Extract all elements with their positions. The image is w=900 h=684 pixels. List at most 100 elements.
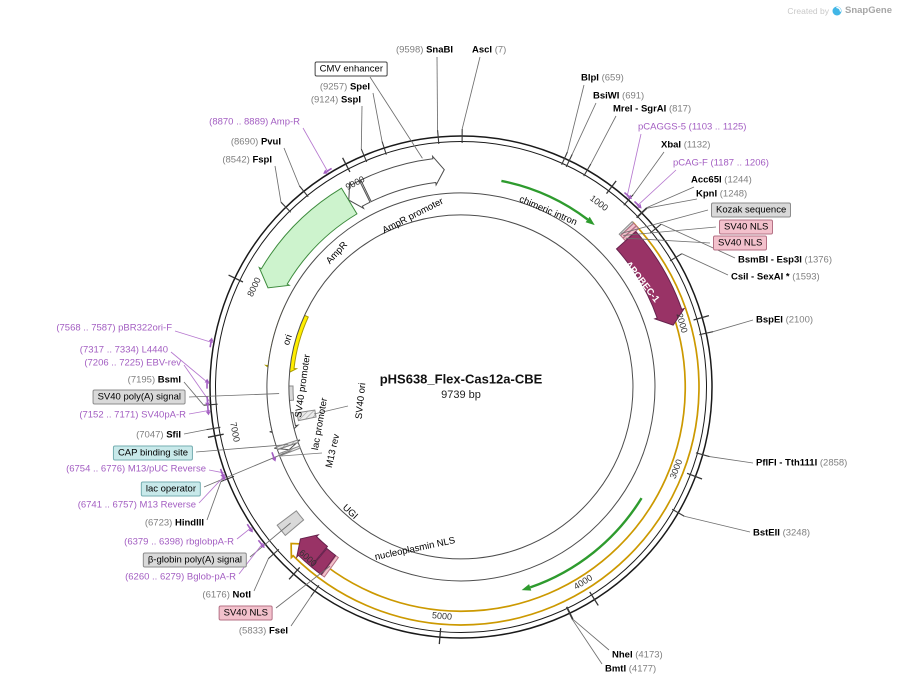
site-tick-bspei	[699, 331, 714, 336]
site-tick-pvui	[298, 185, 309, 198]
leader-acc65i	[646, 186, 695, 209]
site-tick-bmti	[565, 606, 573, 620]
primer-mark-m13-rev-inner-mark[interactable]	[271, 452, 275, 459]
leader-pflfi-tth111i	[709, 456, 754, 464]
site-tick-pflfi-tth111i	[695, 452, 710, 458]
feature-ampr[interactable]	[258, 187, 358, 289]
leader-pcag-f	[636, 169, 677, 207]
primer-mark-head-m13-rev-inner-mark	[271, 457, 277, 462]
primer-mark-pcaggs-5-mark[interactable]	[623, 191, 630, 198]
primer-mark-amp-r-mark[interactable]	[326, 167, 333, 173]
leader-sv40-nls-1-callout	[623, 226, 717, 236]
scale-tick-2000	[693, 314, 710, 321]
feature-ampr-promoter[interactable]	[348, 179, 371, 210]
scale-tick-6000	[288, 567, 301, 580]
snapgene-logo-icon	[832, 6, 842, 16]
leader-m13-reverse	[198, 475, 226, 504]
leader-pbr322ori-f	[174, 330, 214, 344]
watermark-brand: SnapGene	[845, 5, 892, 16]
primer-mark-pbr322ori-f-mark[interactable]	[209, 341, 212, 348]
leader-bspei	[712, 319, 754, 333]
leader-blpi	[567, 84, 585, 153]
leader-amp-r	[302, 127, 329, 173]
feature-chimeric-intron[interactable]	[501, 179, 589, 221]
backbone-outer	[209, 135, 713, 639]
extra-leader-1	[280, 452, 323, 457]
plasmid-size: 9739 bp	[441, 389, 481, 401]
leader-bsteii	[684, 515, 751, 533]
leader-mrei-sgrai	[590, 115, 617, 165]
leader-pcaggs-5	[626, 133, 642, 198]
primer-mark-pcag-f-mark[interactable]	[633, 200, 640, 207]
site-tick-xbai	[623, 194, 634, 206]
leader-sfii	[183, 429, 207, 435]
primer-mark-bglob-pa-r-mark[interactable]	[257, 539, 263, 546]
feature-cmv-enhancer[interactable]	[360, 154, 445, 203]
leader-snabi	[436, 56, 438, 131]
scale-tick-8000	[228, 274, 244, 283]
primer-mark-m13-reverse-mark[interactable]	[220, 471, 225, 478]
primer-mark-head-ebv-rev-mark	[205, 402, 210, 407]
scale-tick-5000	[438, 628, 442, 645]
leader-bsmbi-esp3i	[660, 223, 736, 259]
extra-leader-0	[313, 405, 349, 415]
site-tick-snabi	[437, 130, 440, 145]
primer-mark-head-rbglobpa-r-mark	[248, 527, 253, 533]
site-tick-bsmi	[203, 403, 218, 406]
site-tick-mrei-sgrai	[583, 163, 592, 177]
leader-bmti	[572, 619, 603, 665]
leader-l4440	[170, 351, 210, 384]
leader-cap-binding-site-callout	[195, 444, 289, 453]
site-tick-noti	[268, 548, 280, 560]
leader-noti	[253, 558, 269, 592]
leader-bglob-pa-r	[238, 542, 264, 575]
site-tick-bsteii	[671, 508, 685, 517]
site-tick-acc65i	[636, 207, 647, 218]
leader-sv40-nls-bottom-callout	[275, 565, 331, 609]
primer-mark-head-sv40pa-r-mark	[205, 411, 211, 416]
scale-tick-4000	[589, 591, 599, 606]
scale-tick-7000	[207, 433, 224, 438]
feature-orf-arrow-head	[521, 584, 532, 591]
site-tick-fspi	[280, 201, 292, 213]
feature-lac-promoter[interactable]	[266, 192, 656, 582]
leader-rbglobpa-r	[236, 526, 252, 540]
leader-lac-operator-callout	[203, 450, 291, 488]
watermark-created-by: Created by	[787, 5, 829, 16]
scale-tick-9000	[342, 157, 351, 173]
leader-pvui	[283, 147, 300, 187]
leader-bsiwi	[571, 102, 597, 155]
site-tick-hindiii	[220, 475, 235, 483]
leader-sv40pa-r	[188, 409, 211, 415]
backbone-inner	[215, 141, 707, 633]
feature-nucleoplasmin-nls[interactable]	[310, 547, 337, 576]
feature-chimeric-intron-head	[585, 216, 595, 226]
leader-kpni	[646, 198, 698, 209]
feature-ugi[interactable]	[295, 533, 329, 568]
site-tick-bsmbi-esp3i	[649, 223, 662, 234]
feature-orf-arrow[interactable]	[529, 497, 643, 589]
leader-bsmi	[183, 381, 204, 406]
leader-kozak-callout	[621, 209, 709, 234]
leader-sv40-nls-2-callout	[625, 237, 711, 244]
site-tick-sspi	[360, 148, 368, 163]
primer-mark-head-bglob-pa-r-mark	[260, 543, 265, 549]
feature-sv40-ori[interactable]	[296, 409, 317, 422]
primer-mark-head-amp-r-mark	[323, 169, 328, 174]
scale-tick-3000	[686, 472, 703, 480]
feature-apobec-1[interactable]	[615, 230, 686, 326]
leader-fspi	[274, 165, 282, 203]
primer-mark-head-pcag-f-mark	[637, 203, 642, 209]
leader-sv40-polya-callout	[188, 393, 280, 398]
site-tick-sfii	[206, 426, 221, 431]
plasmid-name: pHS638_Flex-Cas12a-CBE	[379, 371, 543, 387]
leader-csii-sexai	[681, 253, 729, 276]
site-tick-spei	[381, 141, 387, 155]
primer-mark-rbglobpa-r-mark[interactable]	[246, 523, 252, 530]
leader-sspi	[360, 105, 363, 150]
site-tick-bsiwi	[565, 153, 573, 168]
site-tick-nhei	[566, 606, 574, 620]
leader-hindiii	[206, 481, 222, 521]
